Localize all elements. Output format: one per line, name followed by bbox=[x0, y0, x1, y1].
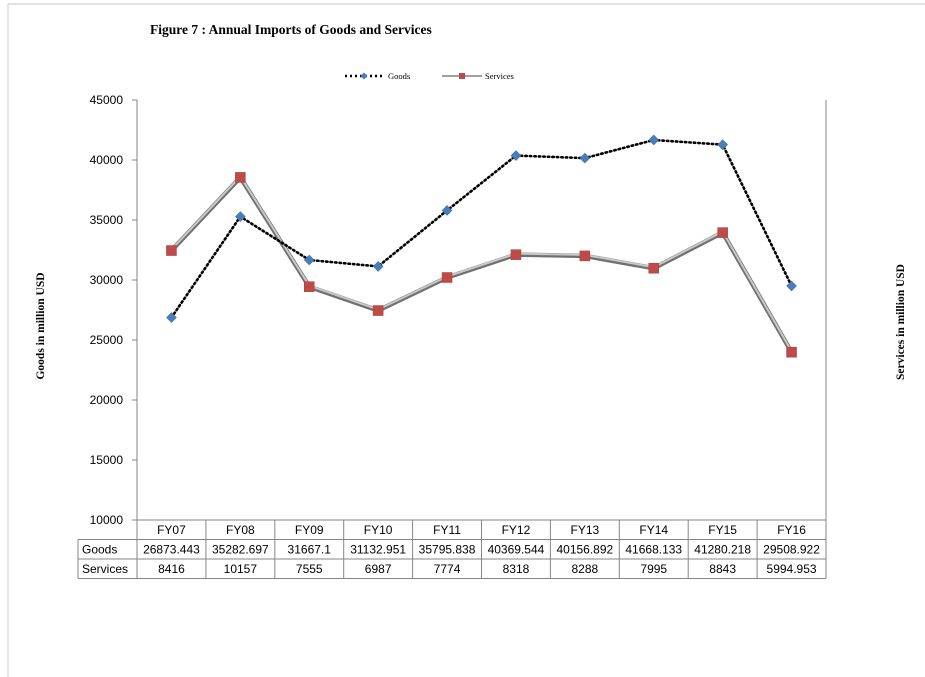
y-axis-title-right: Services in million USD bbox=[895, 264, 907, 380]
y-tick-label: 40000 bbox=[90, 153, 124, 167]
table-cell: 8843 bbox=[709, 562, 736, 576]
table-cell: 41280.218 bbox=[694, 543, 751, 557]
legend-goods-marker bbox=[360, 72, 368, 80]
services-point bbox=[372, 305, 384, 316]
table-cell: 40369.544 bbox=[488, 543, 545, 557]
table-cell: 31667.1 bbox=[288, 543, 332, 557]
goods-point bbox=[303, 254, 315, 266]
table-cell: 8288 bbox=[571, 562, 598, 576]
services-point bbox=[786, 346, 797, 358]
goods-point bbox=[166, 312, 177, 323]
table-cell: 29508.922 bbox=[763, 543, 820, 557]
legend-services-marker bbox=[459, 73, 465, 79]
y-tick-label: 35000 bbox=[90, 213, 124, 227]
table-cell: 8318 bbox=[503, 562, 530, 576]
goods-point bbox=[717, 139, 728, 150]
y-axis-title-left: Goods in million USD bbox=[35, 272, 47, 379]
services-point bbox=[304, 281, 315, 292]
y-tick-label: 30000 bbox=[90, 273, 124, 287]
goods-point bbox=[579, 152, 591, 164]
services-series-line bbox=[170, 175, 793, 352]
table-cell: 26873.443 bbox=[143, 543, 200, 557]
table-cell: 5994.953 bbox=[767, 562, 817, 576]
goods-point bbox=[648, 134, 660, 146]
x-tick-label: FY14 bbox=[639, 523, 668, 537]
legend-goods-label: Goods bbox=[388, 71, 410, 81]
table-cell: 6987 bbox=[365, 562, 392, 576]
goods-point bbox=[372, 261, 384, 272]
table-row-label: Services bbox=[82, 562, 128, 576]
services-point bbox=[235, 172, 246, 183]
services-point bbox=[441, 272, 453, 283]
y-tick-label: 25000 bbox=[90, 333, 124, 347]
table-cell: 7774 bbox=[434, 562, 461, 576]
goods-point bbox=[441, 205, 453, 216]
services-point bbox=[717, 227, 728, 238]
x-tick-label: FY10 bbox=[364, 523, 393, 537]
y-axis-ticks: 10000 15000 20000 25000 30000 35000 40000 45000 bbox=[90, 93, 137, 527]
x-tick-label: FY16 bbox=[777, 523, 806, 537]
goods-series-line bbox=[170, 138, 793, 319]
services-point bbox=[579, 250, 591, 262]
services-point bbox=[166, 245, 177, 256]
x-tick-label: FY07 bbox=[157, 523, 186, 537]
y-tick-label: 45000 bbox=[90, 93, 124, 107]
table-cell: 35795.838 bbox=[419, 543, 476, 557]
y-tick-label: 10000 bbox=[90, 513, 124, 527]
x-tick-label: FY09 bbox=[295, 523, 324, 537]
services-point bbox=[648, 262, 659, 274]
legend-services-label: Services bbox=[485, 71, 514, 81]
y-tick-label: 20000 bbox=[90, 393, 124, 407]
table-cell: 8416 bbox=[158, 562, 185, 576]
goods-point bbox=[510, 150, 522, 161]
x-tick-label: FY12 bbox=[502, 523, 531, 537]
x-tick-label: FY15 bbox=[708, 523, 737, 537]
y-tick-label: 15000 bbox=[90, 453, 124, 467]
x-tick-label: FY08 bbox=[226, 523, 255, 537]
table-cell: 7555 bbox=[296, 562, 323, 576]
legend: Goods Services bbox=[345, 71, 514, 81]
table-cell: 31132.951 bbox=[350, 543, 406, 557]
services-point bbox=[510, 249, 522, 260]
chart-title: Figure 7 : Annual Imports of Goods and S… bbox=[150, 22, 432, 37]
x-tick-label: FY13 bbox=[571, 523, 600, 537]
goods-point bbox=[235, 211, 246, 222]
table-row-label: Goods bbox=[82, 543, 117, 557]
goods-point bbox=[786, 280, 797, 292]
table-cell: 7995 bbox=[640, 562, 667, 576]
x-tick-label: FY11 bbox=[433, 523, 461, 537]
table-cell: 40156.892 bbox=[556, 543, 613, 557]
plot-area bbox=[166, 134, 797, 358]
table-cell: 41668.133 bbox=[625, 543, 682, 557]
data-table: FY07 FY08 FY09 FY10 FY11 FY12 FY13 FY14 FY15 FY16… bbox=[77, 519, 827, 579]
table-cell: 35282.697 bbox=[212, 543, 269, 557]
table-cell: 10157 bbox=[224, 562, 258, 576]
